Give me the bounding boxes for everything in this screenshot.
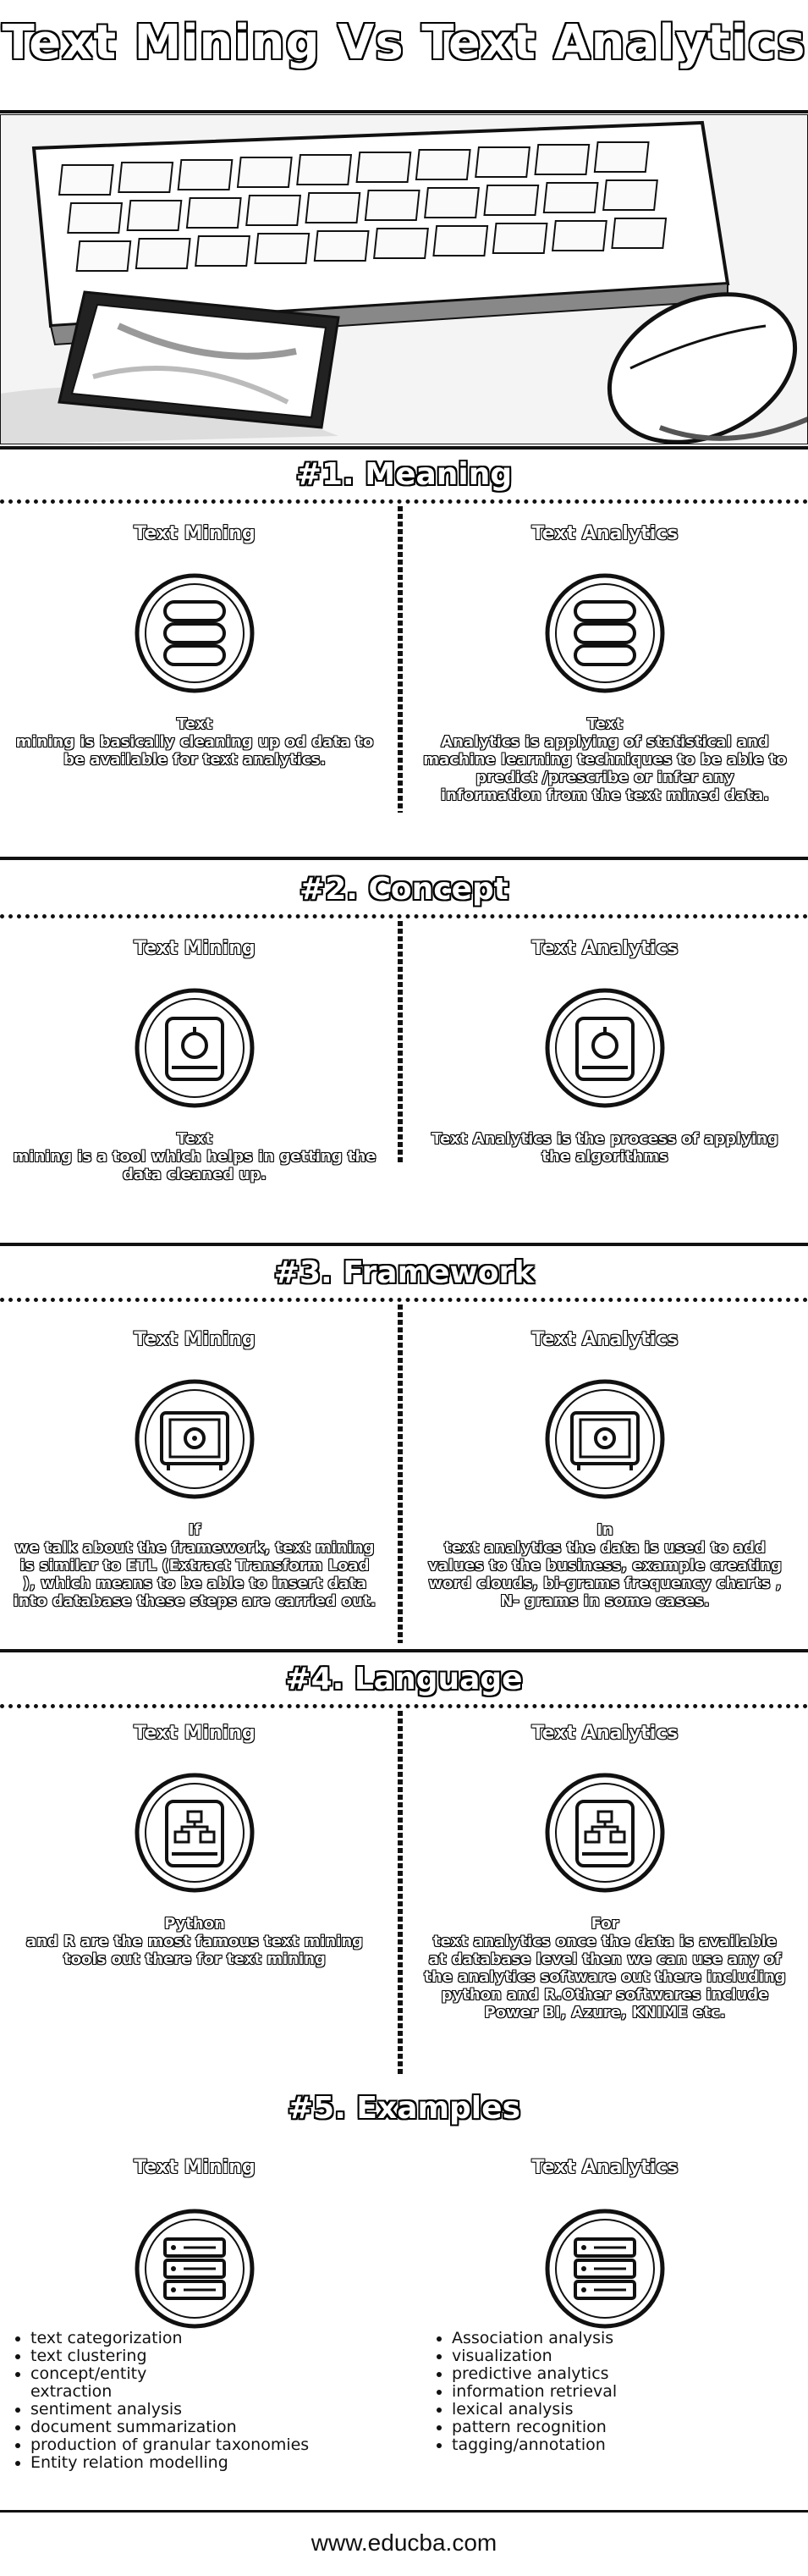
section-rule: [0, 1649, 808, 1652]
list-item: lexical analysis: [452, 2401, 795, 2419]
section-heading-concept: #2. Concept: [300, 872, 508, 907]
safe-icon: [131, 1376, 258, 1503]
network-drive-icon: [131, 1769, 258, 1896]
concept-text-analytics-desc: Text Analytics is the process of applyin…: [431, 1130, 778, 1166]
section-dotted-rule: [0, 1298, 808, 1302]
list-item: concept/entity extraction: [30, 2365, 200, 2401]
section-rule: [0, 857, 808, 860]
concept-text-mining-column: Text Mining Text mining is a tool which …: [0, 938, 389, 1183]
column-divider: [398, 506, 403, 813]
text-analytics-examples-list: Association analysis visualization predi…: [431, 2330, 795, 2454]
language-text-mining-desc: Python and R are the most famous text mi…: [25, 1915, 364, 1968]
column-label-text-analytics: Text Analytics: [531, 523, 679, 544]
network-drive-icon: [541, 1769, 668, 1896]
concept-text-analytics-column: Text Analytics Text Analytics is the pro…: [410, 938, 800, 1166]
section-heading-framework: #3. Framework: [273, 1255, 535, 1290]
list-item: visualization: [452, 2347, 795, 2365]
column-label-text-analytics: Text Analytics: [531, 938, 679, 959]
database-icon: [131, 570, 258, 697]
list-item: Association analysis: [452, 2330, 795, 2347]
section-rule: [0, 1243, 808, 1246]
examples-text-mining-column: Text Mining: [0, 2157, 389, 2332]
section-heading-examples: #5. Examples: [288, 2091, 520, 2126]
list-item: text categorization: [30, 2330, 382, 2347]
framework-text-mining-column: Text Mining If we talk about the framewo…: [0, 1329, 389, 1610]
hard-drive-icon: [131, 985, 258, 1111]
column-label-text-analytics: Text Analytics: [531, 2157, 679, 2178]
text-mining-examples-list: text categorization text clustering conc…: [10, 2330, 382, 2472]
column-label-text-mining: Text Mining: [134, 2157, 256, 2178]
meaning-text-mining-desc: Text mining is basically cleaning up od …: [15, 715, 374, 769]
meaning-text-analytics-column: Text Analytics Text Analytics is applyin…: [410, 523, 800, 804]
language-text-analytics-column: Text Analytics For text analytics once t…: [410, 1723, 800, 2022]
column-label-text-analytics: Text Analytics: [531, 1329, 679, 1350]
phone-illustration: [58, 290, 340, 429]
section-heading-language: #4. Language: [285, 1662, 523, 1696]
column-label-text-mining: Text Mining: [134, 523, 256, 544]
section-dotted-rule: [0, 499, 808, 504]
concept-text-mining-desc: Text mining is a tool which helps in get…: [13, 1130, 377, 1183]
safe-icon: [541, 1376, 668, 1503]
list-item: pattern recognition: [452, 2419, 795, 2436]
column-divider: [398, 921, 403, 1162]
language-text-analytics-desc: For text analytics once the data is avai…: [424, 1915, 786, 2022]
column-divider: [398, 1305, 403, 1643]
footer-rule: [0, 2510, 808, 2513]
section-dotted-rule: [0, 914, 808, 918]
section-dotted-rule: [0, 1704, 808, 1708]
footer-url[interactable]: www.educba.com: [311, 2529, 497, 2556]
section-heading-meaning: #1. Meaning: [295, 457, 513, 492]
column-label-text-mining: Text Mining: [134, 1723, 256, 1744]
title-rule: [0, 110, 808, 113]
framework-text-mining-desc: If we talk about the framework, text min…: [13, 1521, 377, 1610]
meaning-text-mining-column: Text Mining Text mining is basically cle…: [0, 523, 389, 769]
hero-illustration: [0, 114, 808, 444]
list-item: tagging/annotation: [452, 2436, 795, 2454]
mouse-illustration: [607, 292, 808, 444]
column-label-text-mining: Text Mining: [134, 938, 256, 959]
list-item: information retrieval: [452, 2383, 795, 2401]
examples-text-analytics-column: Text Analytics: [410, 2157, 800, 2332]
framework-text-analytics-desc: In text analytics the data is used to ad…: [428, 1521, 782, 1610]
column-label-text-mining: Text Mining: [134, 1329, 256, 1350]
list-item: sentiment analysis: [30, 2401, 382, 2419]
list-item: production of granular taxonomies: [30, 2436, 382, 2454]
server-icon: [541, 2205, 668, 2332]
column-label-text-analytics: Text Analytics: [531, 1723, 679, 1744]
meaning-text-analytics-desc: Text Analytics is applying of statistica…: [423, 715, 787, 804]
list-item: document summarization: [30, 2419, 382, 2436]
list-item: predictive analytics: [452, 2365, 795, 2383]
list-item: Entity relation modelling: [30, 2454, 382, 2472]
keyboard-illustration: [31, 120, 730, 346]
hero-rule: [0, 446, 808, 450]
framework-text-analytics-column: Text Analytics In text analytics the dat…: [410, 1329, 800, 1610]
page-title: Text Mining Vs Text Analytics: [2, 15, 806, 70]
server-icon: [131, 2205, 258, 2332]
language-text-mining-column: Text Mining Python and R are the most fa…: [0, 1723, 389, 1968]
list-item: text clustering: [30, 2347, 382, 2365]
database-icon: [541, 570, 668, 697]
hard-drive-icon: [541, 985, 668, 1111]
column-divider: [398, 1711, 403, 2075]
